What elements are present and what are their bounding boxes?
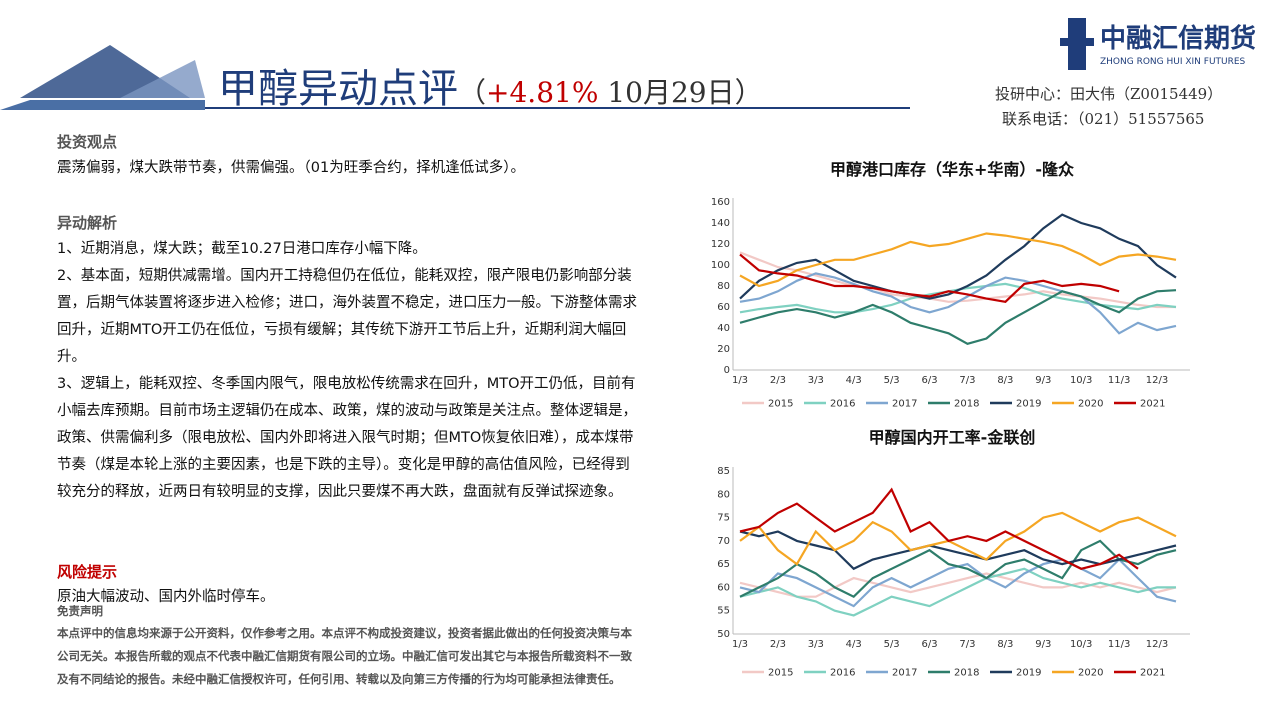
- x-tick-label: 11/3: [1108, 639, 1130, 650]
- y-tick-label: 65: [717, 559, 730, 570]
- y-tick-label: 20: [717, 344, 730, 355]
- series-line: [739, 272, 1177, 335]
- x-tick-label: 1/3: [732, 375, 748, 386]
- title-main: 甲醇异动点评: [218, 66, 458, 112]
- paragraph: 2、基本面，短期供减需增。国内开工持稳但仍在低位，能耗双控，限产限电仍影响部分装…: [57, 268, 637, 365]
- x-tick-label: 3/3: [808, 375, 824, 386]
- x-tick-label: 5/3: [884, 375, 900, 386]
- x-tick-label: 7/3: [959, 375, 975, 386]
- y-tick-label: 75: [717, 513, 730, 524]
- disclaimer: 本点评中的信息均来源于公开资料，仅作参考之用。本点评不构成投资建议，投资者据此做…: [57, 626, 632, 686]
- y-tick-label: 80: [717, 489, 730, 500]
- x-tick-label: 4/3: [846, 375, 862, 386]
- y-tick-label: 120: [711, 239, 730, 250]
- y-tick-label: 140: [711, 218, 730, 229]
- y-tick-label: 55: [717, 606, 730, 617]
- change: +4.81%: [486, 76, 599, 109]
- y-tick-label: 70: [717, 536, 730, 547]
- y-tick-label: 60: [717, 582, 730, 593]
- x-tick-label: 10/3: [1070, 639, 1092, 650]
- chart-title: 甲醇港口库存（华东+华南）-隆众: [830, 160, 1075, 179]
- series-line: [739, 539, 1177, 599]
- contact: 联系电话：（021）51557565: [1002, 110, 1205, 128]
- x-tick-label: 11/3: [1108, 375, 1130, 386]
- section-heading: 投资观点: [57, 133, 118, 151]
- x-tick-label: 4/3: [846, 639, 862, 650]
- x-tick-label: 12/3: [1146, 375, 1168, 386]
- x-tick-label: 10/3: [1070, 375, 1092, 386]
- x-tick-label: 9/3: [1035, 375, 1051, 386]
- x-tick-label: 6/3: [921, 375, 937, 386]
- y-tick-label: 100: [711, 260, 730, 271]
- x-tick-label: 3/3: [808, 639, 824, 650]
- header-band: [0, 100, 205, 110]
- series-line: [739, 232, 1177, 288]
- y-tick-label: 80: [717, 281, 730, 292]
- x-tick-label: 2/3: [770, 375, 786, 386]
- logo-name: 中融汇信期货: [1100, 23, 1256, 54]
- x-tick-label: 5/3: [884, 639, 900, 650]
- x-tick-label: 8/3: [997, 375, 1013, 386]
- x-tick-label: 7/3: [959, 639, 975, 650]
- legend-label: 2017: [892, 668, 917, 679]
- legend-label: 2018: [954, 668, 979, 679]
- x-tick-label: 12/3: [1146, 639, 1168, 650]
- series-line: [739, 567, 1176, 617]
- disclaimer-heading: 免责声明: [57, 604, 103, 618]
- series-line: [739, 213, 1177, 300]
- y-tick-label: 85: [717, 466, 730, 477]
- legend-label: 2015: [768, 668, 793, 679]
- legend-label: 2019: [1016, 399, 1041, 410]
- x-tick-label: 2/3: [770, 639, 786, 650]
- paragraph: 震荡偏弱，煤大跌带节奏，供需偏强。（01为旺季合约，择机逢低试多）。: [57, 160, 525, 176]
- subtitle: （: [458, 76, 487, 109]
- chart-title: 甲醇国内开工率-金联创: [869, 428, 1036, 447]
- logo-mark: [1060, 38, 1094, 46]
- x-tick-label: 9/3: [1035, 639, 1051, 650]
- series-line: [739, 487, 1139, 570]
- x-tick-label: 8/3: [997, 639, 1013, 650]
- y-tick-label: 0: [724, 365, 730, 376]
- series-line: [739, 572, 1177, 598]
- legend-label: 2019: [1016, 668, 1041, 679]
- legend-label: 2016: [830, 668, 855, 679]
- section-heading: 风险提示: [57, 563, 118, 581]
- legend-label: 2016: [830, 399, 855, 410]
- legend-label: 2015: [768, 399, 793, 410]
- legend-label: 2020: [1078, 668, 1103, 679]
- contact: 投研中心：田大伟（Z0015449）: [995, 85, 1223, 103]
- x-tick-label: 1/3: [732, 639, 748, 650]
- x-tick-label: 6/3: [921, 639, 937, 650]
- y-tick-label: 40: [717, 323, 730, 334]
- legend-label: 2020: [1078, 399, 1103, 410]
- header-shape: [120, 60, 205, 98]
- y-tick-label: 160: [711, 197, 730, 208]
- logo-en: ZHONG RONG HUI XIN FUTURES: [1100, 57, 1246, 67]
- title: 甲醇异动点评（+4.81% 10月29日）: [218, 56, 763, 114]
- legend-label: 2018: [954, 399, 979, 410]
- legend-label: 2021: [1140, 668, 1165, 679]
- y-tick-label: 50: [717, 629, 730, 640]
- series-line: [739, 253, 1120, 303]
- paragraph: 原油大幅波动、国内外临时停车。: [57, 589, 275, 605]
- legend-label: 2021: [1140, 399, 1165, 410]
- series-line: [739, 289, 1177, 345]
- paragraph: 3、逻辑上，能耗双控、冬季国内限气，限电放松传统需求在回升，MTO开工仍低，目前…: [57, 376, 637, 500]
- section-heading: 异动解析: [57, 214, 118, 232]
- legend-label: 2017: [892, 399, 917, 410]
- paragraph: 1、近期消息，煤大跌；截至10.27日港口库存小幅下降。: [57, 241, 427, 257]
- y-tick-label: 60: [717, 302, 730, 313]
- series-line: [739, 511, 1177, 566]
- subtitle-date: 10月29日）: [598, 76, 763, 109]
